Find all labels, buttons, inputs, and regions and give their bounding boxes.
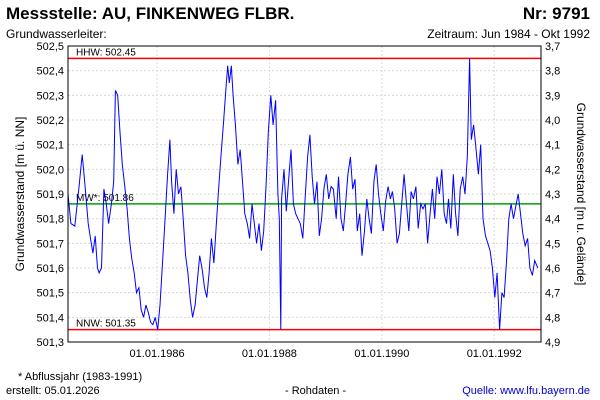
plot-frame [67,45,542,343]
y-tick-label-right: 4,3 [545,189,560,201]
raw-data-label: - Rohdaten - [285,385,347,397]
period-label: Zeitraum: Jun 1984 - Okt 1992 [427,27,590,41]
y-tick-label: 501,4 [36,312,64,324]
y-tick-label-right: 3,9 [545,90,560,102]
y-tick-label-right: 4,2 [545,164,560,176]
x-tick-label: 01.01.1988 [242,348,297,360]
y-tick-label: 502,4 [36,66,64,78]
y-tick-label: 502,3 [36,90,64,102]
y-tick-label-right: 4,7 [545,288,560,300]
y-tick-label: 502,0 [36,164,64,176]
water-level-line [67,58,539,330]
y-tick-label-right: 4,8 [545,312,560,324]
aquifer-label: Grundwasserleiter: [6,27,107,41]
y-tick-label-right: 4,0 [545,115,560,127]
y-tick-label: 502,5 [36,41,64,53]
y-tick-label: 502,2 [36,115,64,127]
created-date: erstellt: 05.01.2026 [6,385,100,397]
y-tick-label-right: 4,4 [545,214,560,226]
y-tick-label-right: 3,8 [545,66,560,78]
y-tick-label-right: 4,9 [545,337,560,349]
reference-label: NNW: 501.35 [76,319,136,330]
y-tick-label: 501,5 [36,288,64,300]
x-tick-label: 01.01.1990 [354,348,409,360]
x-tick-label: 01.01.1986 [130,348,185,360]
y-tick-label: 501,9 [36,189,64,201]
y-tick-label: 502,1 [36,140,64,152]
y-tick-label-right: 3,7 [545,41,560,53]
page-title: Messstelle: AU, FINKENWEG FLBR. [6,4,295,23]
y-tick-label-right: 4,5 [545,238,560,250]
y-axis-label-right: Grundwasserstand [m u. Gelände] [574,103,588,286]
x-tick-label: 01.01.1992 [467,348,522,360]
station-number: Nr: 9791 [522,4,590,23]
y-tick-label-right: 4,1 [545,140,560,152]
axes: 501,3 4,9 501,4 4,8 501,5 4,7 501,6 4,6 501,7 4,5… [36,41,560,360]
source-link[interactable]: Quelle: www.lfu.bayern.de [462,385,590,397]
footnote: * Abflussjahr (1983-1991) [18,371,143,383]
y-tick-label: 501,7 [36,238,64,250]
reference-label: HHW: 502.45 [76,47,136,58]
y-tick-label: 501,6 [36,263,64,275]
y-tick-label: 501,8 [36,214,64,226]
y-tick-label: 501,3 [36,337,64,349]
y-tick-label-right: 4,6 [545,263,560,275]
y-axis-label-left: Grundwasserstand [m ü. NN] [13,117,27,272]
